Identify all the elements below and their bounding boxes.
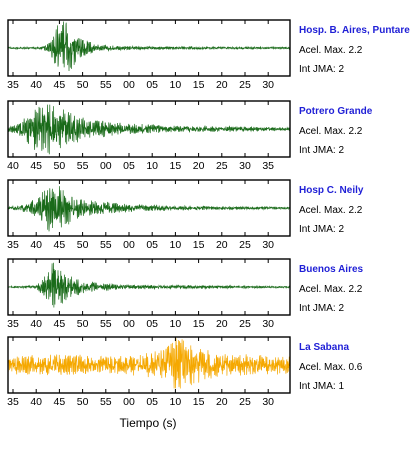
tick-label: 25 (239, 79, 251, 91)
tick-label: 25 (239, 318, 251, 330)
seismogram-trace (7, 262, 291, 308)
tick-label: 20 (216, 396, 228, 408)
tick-label: 40 (30, 318, 42, 330)
plot-frame (7, 336, 291, 394)
seismogram-panels: 35 40 45 50 55 00 05 10 15 20 25 30 Hosp. B. Aires, … (7, 19, 410, 408)
tick-label: 20 (193, 160, 205, 172)
tick-label: 35 (7, 239, 19, 251)
tick-label: 10 (170, 239, 182, 251)
tick-label: 50 (77, 396, 89, 408)
plot-frame (7, 258, 291, 316)
tick-label: 55 (100, 79, 112, 91)
seismogram-trace (7, 338, 291, 389)
seismogram-panel: 35 40 45 50 55 00 05 10 15 20 25 30 Hosp C. Neily Ace… (7, 179, 364, 251)
tick-label: 00 (100, 160, 112, 172)
tick-label: 10 (170, 396, 182, 408)
tick-label: 40 (30, 396, 42, 408)
tick-label: 30 (262, 79, 274, 91)
tick-label: 05 (123, 160, 135, 172)
tick-label: 30 (239, 160, 251, 172)
tick-label: 10 (170, 318, 182, 330)
tick-label: 25 (216, 160, 228, 172)
station-stat: Int JMA: 2 (299, 64, 344, 75)
tick-label: 25 (239, 239, 251, 251)
station-title: La Sabana (299, 342, 349, 353)
station-stat: Int JMA: 2 (299, 145, 344, 156)
tick-label: 55 (77, 160, 89, 172)
station-title: Potrero Grande (299, 106, 373, 117)
x-axis-label: Tiempo (s) (120, 416, 177, 430)
seismogram-trace (7, 186, 291, 232)
tick-label: 40 (30, 79, 42, 91)
tick-label: 35 (7, 318, 19, 330)
seismogram-panel: 35 40 45 50 55 00 05 10 15 20 25 30 La Sabana Acel. M… (7, 336, 363, 408)
tick-label: 50 (54, 160, 66, 172)
station-title: Hosp. B. Aires, Puntare (299, 25, 410, 36)
station-title: Hosp C. Neily (299, 185, 364, 196)
tick-label: 45 (54, 239, 66, 251)
tick-label: 55 (100, 396, 112, 408)
tick-label: 15 (193, 396, 205, 408)
tick-label: 40 (7, 160, 19, 172)
seismogram-panel: 35 40 45 50 55 00 05 10 15 20 25 30 Buenos Aires Acel… (7, 258, 364, 330)
plot-frame (7, 100, 291, 158)
tick-label: 25 (239, 396, 251, 408)
tick-label: 35 (262, 160, 274, 172)
tick-label: 00 (123, 318, 135, 330)
tick-label: 15 (193, 79, 205, 91)
tick-label: 20 (216, 79, 228, 91)
tick-label: 45 (54, 396, 66, 408)
seismogram-panel: 40 45 50 55 00 05 10 15 20 25 30 35 Potrero Grande Ac… (7, 100, 373, 172)
tick-label: 55 (100, 318, 112, 330)
station-title: Buenos Aires (299, 264, 364, 275)
station-stat: Int JMA: 1 (299, 381, 344, 392)
tick-label: 50 (77, 79, 89, 91)
tick-label: 45 (54, 79, 66, 91)
plot-frame (7, 179, 291, 237)
station-stat: Acel. Max. 2.2 (299, 205, 363, 216)
tick-label: 05 (146, 239, 158, 251)
tick-label: 35 (7, 79, 19, 91)
tick-label: 40 (30, 239, 42, 251)
tick-label: 30 (262, 239, 274, 251)
tick-label: 20 (216, 239, 228, 251)
station-stat: Int JMA: 2 (299, 224, 344, 235)
tick-label: 10 (146, 160, 158, 172)
plot-frame (7, 19, 291, 77)
tick-label: 50 (77, 239, 89, 251)
tick-label: 45 (54, 318, 66, 330)
tick-label: 15 (193, 318, 205, 330)
seismogram-trace (7, 21, 291, 71)
seismogram-panel: 35 40 45 50 55 00 05 10 15 20 25 30 Hosp. B. Aires, … (7, 19, 410, 91)
tick-label: 15 (193, 239, 205, 251)
tick-label: 15 (170, 160, 182, 172)
station-stat: Acel. Max. 2.2 (299, 284, 363, 295)
tick-label: 30 (262, 318, 274, 330)
tick-label: 10 (170, 79, 182, 91)
tick-label: 35 (7, 396, 19, 408)
tick-label: 00 (123, 239, 135, 251)
tick-label: 00 (123, 396, 135, 408)
station-stat: Acel. Max. 2.2 (299, 45, 363, 56)
tick-label: 00 (123, 79, 135, 91)
tick-label: 55 (100, 239, 112, 251)
station-stat: Acel. Max. 2.2 (299, 126, 363, 137)
tick-label: 30 (262, 396, 274, 408)
tick-label: 20 (216, 318, 228, 330)
tick-label: 05 (146, 318, 158, 330)
seismogram-trace (7, 104, 291, 155)
station-stat: Acel. Max. 0.6 (299, 362, 363, 373)
tick-label: 05 (146, 396, 158, 408)
station-stat: Int JMA: 2 (299, 303, 344, 314)
tick-label: 05 (146, 79, 158, 91)
tick-label: 50 (77, 318, 89, 330)
tick-label: 45 (30, 160, 42, 172)
